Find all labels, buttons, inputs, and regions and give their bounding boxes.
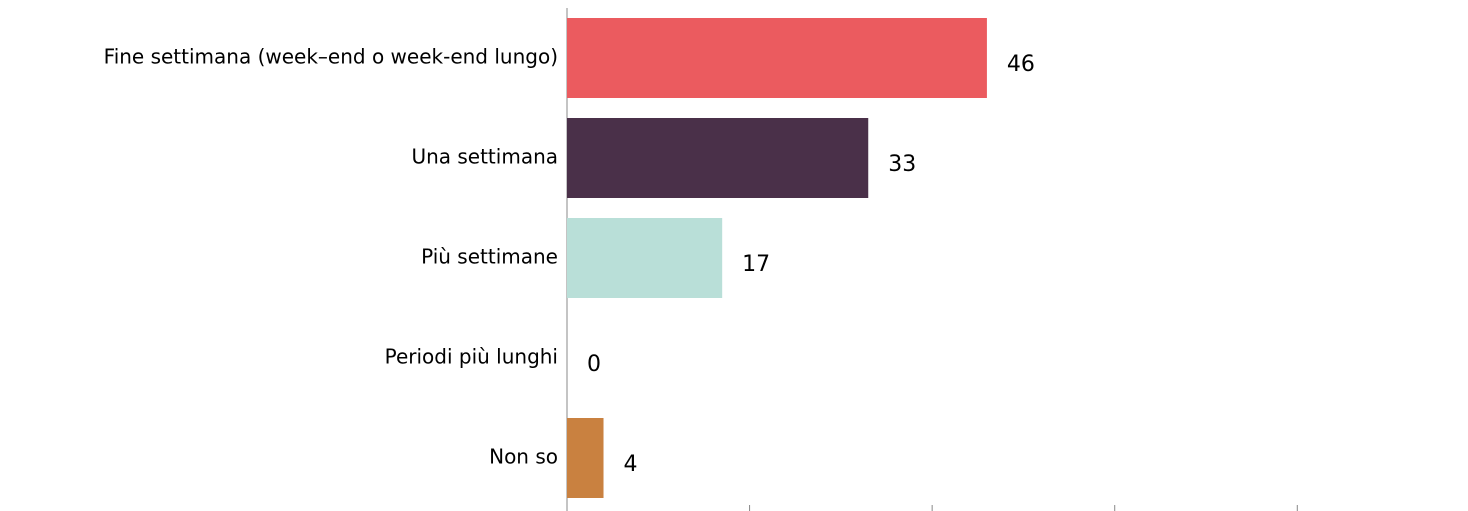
y-tick-label: Più settimane bbox=[421, 245, 558, 269]
bar bbox=[567, 18, 987, 98]
y-tick-label: Non so bbox=[489, 445, 558, 469]
bar bbox=[567, 218, 723, 298]
y-tick-label: Una settimana bbox=[411, 145, 558, 169]
value-label: 0 bbox=[587, 352, 601, 377]
bar bbox=[567, 418, 604, 498]
y-tick-label: Periodi più lunghi bbox=[385, 345, 558, 369]
value-label: 46 bbox=[1007, 52, 1035, 77]
bar bbox=[567, 118, 869, 198]
value-label: 17 bbox=[742, 252, 770, 277]
y-tick-label: Fine settimana (week–end o week-end lung… bbox=[104, 45, 558, 69]
value-label: 4 bbox=[624, 452, 638, 477]
value-label: 33 bbox=[888, 152, 916, 177]
